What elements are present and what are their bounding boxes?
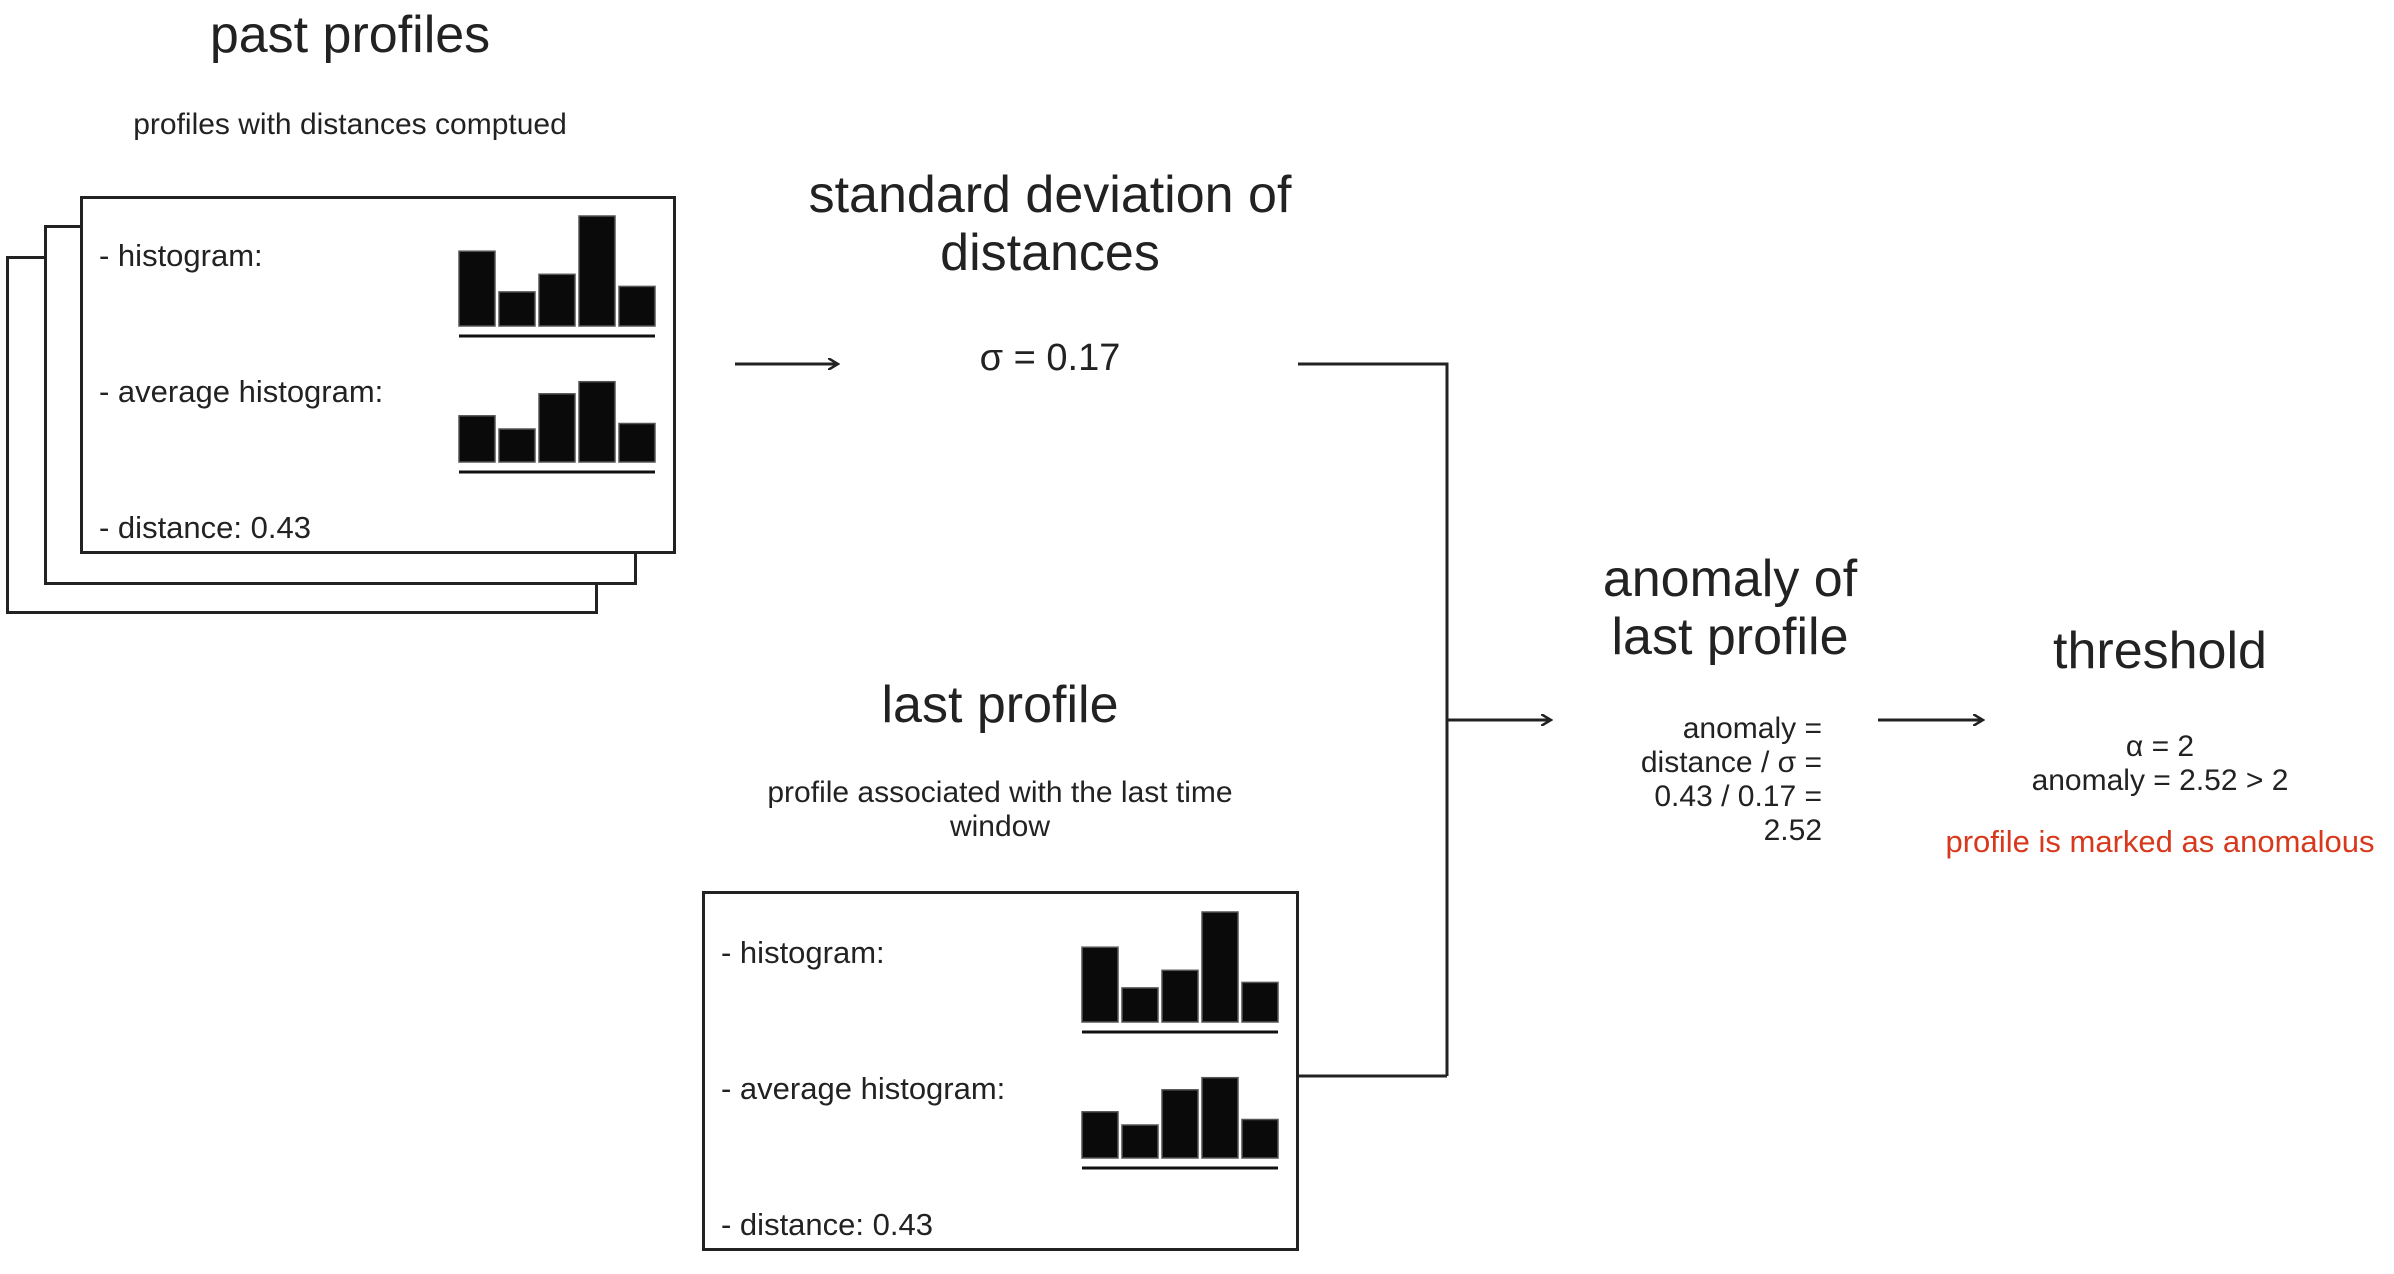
past-average-histogram-bar — [538, 393, 576, 463]
anomaly-title-line1: anomaly of — [1602, 550, 1858, 608]
last-average-histogram-bar — [1121, 1124, 1159, 1159]
std-dev-value: σ = 0.17 — [979, 337, 1121, 379]
past-average-histogram-bar — [458, 415, 496, 463]
histogram-label: - histogram: — [721, 935, 885, 970]
distance-label: - distance: 0.43 — [99, 510, 311, 545]
past-histogram-bar — [618, 285, 656, 327]
last-profile-subtitle-line2: window — [949, 810, 1051, 843]
anomaly-formula: anomaly = distance / σ = 0.43 / 0.17 = 2… — [1560, 712, 1822, 848]
connector-stddev-to-junction — [1298, 362, 1449, 1076]
last-average-histogram-bar — [1161, 1089, 1199, 1159]
histograms — [458, 215, 1279, 1170]
last-average-histogram-bar — [1241, 1118, 1279, 1159]
last-histogram-bar — [1081, 946, 1119, 1023]
threshold-comparison: anomaly = 2.52 > 2 — [2031, 764, 2289, 797]
anomaly-formula-line4: 2.52 — [1763, 814, 1822, 847]
past-histogram-bar — [578, 215, 616, 327]
past-histogram-bar — [458, 250, 496, 327]
anomaly-formula-line1: anomaly = — [1682, 712, 1822, 745]
histogram-label: - histogram: — [99, 238, 263, 273]
threshold-alpha: α = 2 — [2125, 730, 2195, 763]
past-profile-card-front: - histogram: - average histogram: - dist… — [80, 196, 676, 554]
distance-label: - distance: 0.43 — [721, 1207, 933, 1242]
average-histogram-label: - average histogram: — [721, 1071, 1006, 1106]
last-average-histogram-bar — [1201, 1076, 1239, 1159]
last-profile-title: last profile — [881, 676, 1119, 734]
past-average-histogram-bar — [618, 422, 656, 463]
past-profiles-title: past profiles — [209, 6, 491, 64]
last-histogram-bar — [1121, 987, 1159, 1023]
threshold-details: α = 2 anomaly = 2.52 > 2 — [1960, 730, 2360, 798]
last-histogram-bar — [1201, 911, 1239, 1023]
anomaly-formula-line3: 0.43 / 0.17 = — [1654, 780, 1822, 813]
anomaly-formula-line2: distance / σ = — [1640, 746, 1822, 779]
past-histogram-bar — [538, 273, 576, 327]
anomaly-title: anomaly of last profile — [1540, 550, 1920, 666]
anomaly-title-line2: last profile — [1611, 608, 1849, 666]
last-average-histogram-bar — [1081, 1111, 1119, 1159]
average-histogram-label: - average histogram: — [99, 374, 384, 409]
std-dev-title: standard deviation of distances — [740, 166, 1360, 282]
past-average-histogram-bar — [498, 428, 536, 463]
last-histogram-bar — [1241, 981, 1279, 1023]
std-dev-title-line2: distances — [940, 224, 1160, 282]
threshold-title: threshold — [2053, 622, 2267, 680]
past-histogram-bar — [498, 291, 536, 327]
past-profiles-subtitle: profiles with distances comptued — [133, 108, 567, 141]
last-profile-subtitle: profile associated with the last time wi… — [720, 776, 1280, 844]
last-profile-card: - histogram: - average histogram: - dist… — [702, 891, 1299, 1251]
past-average-histogram-bar — [578, 380, 616, 463]
last-histogram-bar — [1161, 969, 1199, 1023]
std-dev-title-line1: standard deviation of — [808, 166, 1292, 224]
anomalous-result: profile is marked as anomalous — [1945, 824, 2375, 859]
last-profile-subtitle-line1: profile associated with the last time — [767, 776, 1233, 809]
